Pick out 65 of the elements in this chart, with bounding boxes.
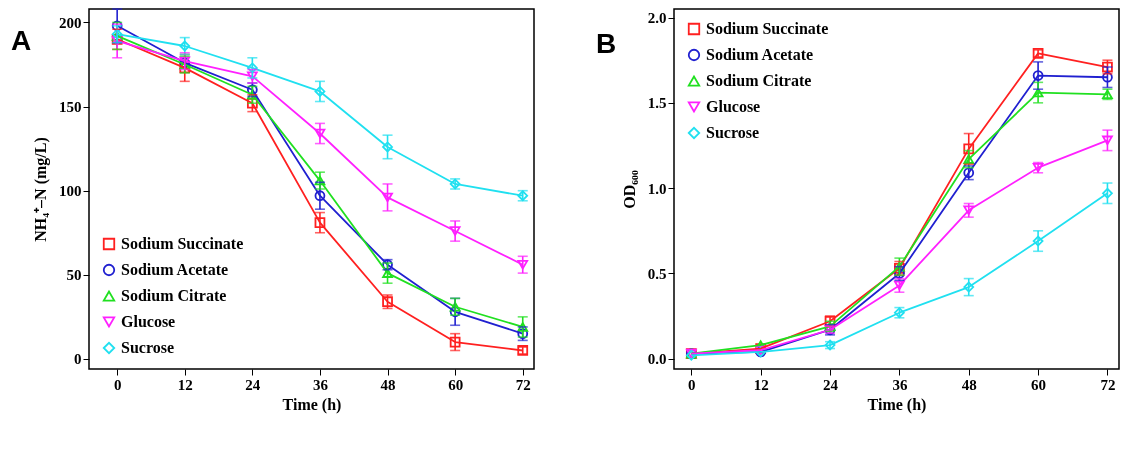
x-tick-label: 24 [823, 376, 839, 393]
x-tick-label: 60 [1031, 376, 1047, 393]
x-tick-label: 36 [892, 376, 908, 393]
point [179, 40, 191, 52]
y-tick-label: 1.0 [647, 180, 667, 197]
point [1032, 235, 1044, 247]
point [314, 86, 326, 97]
legend-label: Sucrose [706, 124, 760, 141]
legend-label: Sodium Succinate [121, 235, 244, 252]
y-tick-label: 50 [66, 267, 82, 284]
point [449, 336, 461, 348]
x-tick-label: 0 [688, 376, 696, 393]
y-tick-label: 2.0 [647, 10, 667, 27]
point [517, 259, 529, 270]
point [1032, 70, 1044, 81]
legend-label: Glucose [121, 313, 176, 330]
text: B [596, 28, 617, 59]
y-tick-label: 0.5 [647, 265, 667, 282]
text: A [11, 24, 32, 56]
y-tick-label: 150 [59, 99, 82, 116]
y-tick-label: 0 [74, 351, 82, 368]
x-tick-label: 12 [753, 376, 769, 393]
point [963, 154, 975, 164]
legend-label: Sodium Acetate [121, 261, 229, 278]
legend-label: Sucrose [121, 339, 175, 356]
point [449, 301, 461, 312]
x-axis-title: Time (h) [282, 395, 342, 414]
legend-label: Glucose [706, 98, 761, 115]
point [314, 190, 326, 202]
point [382, 192, 393, 203]
point [314, 175, 326, 186]
y-tick-label: 100 [59, 183, 82, 200]
x-tick-label: 72 [1100, 376, 1116, 393]
y-tick-label: 1.5 [647, 95, 667, 112]
point [1032, 87, 1044, 98]
point [963, 281, 975, 293]
point [382, 141, 393, 153]
legend-label: Sodium Citrate [121, 287, 227, 304]
y-axis-title: OD₆₀₀ [620, 170, 638, 209]
x-tick-label: 24 [245, 376, 261, 393]
x-tick-label: 60 [448, 376, 464, 393]
legend-label: Sodium Succinate [706, 20, 829, 37]
legend-label: Sodium Acetate [706, 46, 814, 63]
point [314, 128, 326, 139]
x-tick-label: 12 [177, 376, 193, 393]
point [517, 322, 529, 332]
x-tick-label: 72 [515, 376, 531, 393]
point [382, 268, 393, 278]
point [246, 90, 258, 100]
point [1102, 187, 1113, 199]
point [1102, 135, 1113, 146]
point [246, 62, 258, 74]
y-tick-label: 200 [59, 14, 82, 31]
x-tick-label: 0 [113, 376, 122, 393]
legend-label: Sodium Citrate [706, 72, 812, 89]
point [963, 143, 975, 155]
x-tick-label: 36 [312, 376, 329, 393]
y-tick-label: 0.0 [647, 351, 667, 368]
point [449, 226, 461, 236]
y-axis-title: NH₄⁺–N (mg/L) [32, 137, 50, 242]
x-tick-label: 48 [961, 376, 977, 393]
point [314, 217, 326, 229]
x-axis-title: Time (h) [867, 395, 927, 414]
point [1102, 71, 1113, 83]
x-tick-label: 48 [380, 376, 396, 393]
